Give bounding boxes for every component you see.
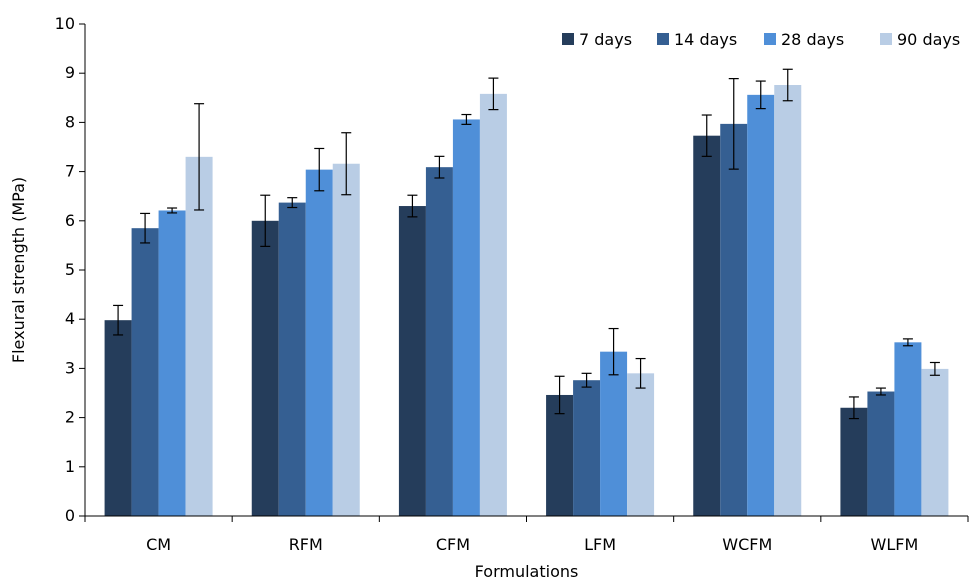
error-bar-rfm-14-days bbox=[287, 197, 298, 209]
bar-wlfm-7-days bbox=[840, 407, 868, 516]
legend-swatch-14-days bbox=[657, 33, 669, 45]
bar-lfm-90-days bbox=[627, 373, 655, 516]
axes bbox=[84, 24, 968, 517]
error-bar-lfm-7-days bbox=[554, 375, 565, 415]
bar-wcfm-14-days bbox=[720, 123, 748, 516]
y-tick-label-5: 5 bbox=[65, 260, 75, 279]
error-bar-rfm-28-days bbox=[314, 147, 325, 192]
error-bar-cm-28-days bbox=[167, 207, 178, 214]
x-axis-ticks: CM RFM CFM LFM WCFM WLFM bbox=[84, 516, 969, 554]
error-bar-cm-7-days bbox=[113, 304, 124, 336]
bar-lfm-14-days bbox=[573, 380, 601, 516]
bar-cfm-7-days bbox=[398, 206, 426, 517]
legend-item-14-days: 14 days bbox=[657, 30, 737, 49]
bar-lfm-28-days bbox=[600, 351, 628, 516]
error-bar-wcfm-90-days bbox=[782, 68, 793, 102]
y-tick-label-8: 8 bbox=[65, 112, 75, 131]
legend-swatch-28-days bbox=[764, 33, 776, 45]
x-axis-title: Formulations bbox=[475, 562, 579, 581]
y-tick-label-2: 2 bbox=[65, 408, 75, 427]
error-bar-cm-90-days bbox=[194, 103, 205, 211]
error-bar-cfm-7-days bbox=[407, 194, 418, 218]
legend-swatch-7-days bbox=[562, 33, 574, 45]
plot-area bbox=[104, 68, 949, 517]
legend-label-28-days: 28 days bbox=[781, 30, 844, 49]
error-bar-lfm-90-days bbox=[635, 357, 646, 389]
y-tick-label-10: 10 bbox=[55, 14, 75, 33]
error-bar-lfm-14-days bbox=[581, 372, 592, 388]
error-bar-cfm-28-days bbox=[461, 113, 472, 125]
error-bar-rfm-90-days bbox=[341, 132, 352, 196]
error-bar-wlfm-14-days bbox=[875, 387, 886, 396]
error-bar-wlfm-7-days bbox=[848, 396, 859, 420]
bar-cfm-14-days bbox=[425, 167, 453, 516]
y-tick-label-6: 6 bbox=[65, 211, 75, 230]
x-tick-label-wlfm: WLFM bbox=[871, 535, 919, 554]
bar-cm-28-days bbox=[158, 210, 186, 516]
error-bar-rfm-7-days bbox=[260, 194, 271, 247]
y-tick-label-7: 7 bbox=[65, 162, 75, 181]
bar-cm-7-days bbox=[104, 320, 132, 516]
legend-label-7-days: 7 days bbox=[579, 30, 632, 49]
y-tick-label-4: 4 bbox=[65, 309, 75, 328]
x-tick-label-wcfm: WCFM bbox=[722, 535, 772, 554]
y-axis-ticks: 0 1 2 3 4 5 6 7 8 9 10 bbox=[55, 14, 85, 525]
bar-wlfm-90-days bbox=[921, 368, 949, 516]
legend-item-90-days: 90 days bbox=[880, 30, 960, 49]
error-bar-wcfm-7-days bbox=[701, 114, 712, 157]
legend-label-90-days: 90 days bbox=[897, 30, 960, 49]
error-bar-wlfm-28-days bbox=[902, 338, 913, 347]
error-bar-wcfm-14-days bbox=[728, 78, 739, 170]
bar-lfm-7-days bbox=[546, 394, 574, 516]
legend-swatch-90-days bbox=[880, 33, 892, 45]
x-tick-label-rfm: RFM bbox=[289, 535, 323, 554]
bar-rfm-7-days bbox=[251, 220, 279, 517]
legend-label-14-days: 14 days bbox=[674, 30, 737, 49]
bar-cfm-28-days bbox=[452, 119, 480, 516]
bar-wcfm-28-days bbox=[747, 94, 775, 517]
bar-wcfm-90-days bbox=[774, 85, 802, 517]
bar-cm-90-days bbox=[185, 156, 213, 516]
error-bar-cfm-14-days bbox=[434, 155, 445, 179]
y-tick-label-3: 3 bbox=[65, 358, 75, 377]
legend-item-7-days: 7 days bbox=[562, 30, 632, 49]
bar-rfm-90-days bbox=[332, 163, 360, 516]
bar-wlfm-14-days bbox=[867, 391, 895, 516]
bar-rfm-14-days bbox=[278, 202, 306, 516]
error-bar-wcfm-28-days bbox=[755, 80, 766, 110]
error-bar-wlfm-90-days bbox=[929, 361, 940, 376]
y-axis-title: Flexural strength (MPa) bbox=[9, 177, 28, 363]
error-bar-cfm-90-days bbox=[488, 77, 499, 111]
bar-rfm-28-days bbox=[305, 169, 333, 516]
bar-cm-14-days bbox=[131, 228, 159, 516]
y-tick-label-1: 1 bbox=[65, 457, 75, 476]
bar-cfm-90-days bbox=[479, 93, 507, 516]
legend: 7 days 14 days 28 days 90 days bbox=[562, 30, 960, 49]
y-tick-label-9: 9 bbox=[65, 63, 75, 82]
legend-item-28-days: 28 days bbox=[764, 30, 844, 49]
x-tick-label-cfm: CFM bbox=[436, 535, 470, 554]
bar-wcfm-7-days bbox=[693, 135, 721, 516]
error-bar-lfm-28-days bbox=[608, 327, 619, 376]
error-bar-cm-14-days bbox=[140, 212, 151, 244]
x-tick-label-lfm: LFM bbox=[584, 535, 616, 554]
y-tick-label-0: 0 bbox=[65, 506, 75, 525]
x-tick-label-cm: CM bbox=[146, 535, 171, 554]
bar-wlfm-28-days bbox=[894, 342, 922, 516]
